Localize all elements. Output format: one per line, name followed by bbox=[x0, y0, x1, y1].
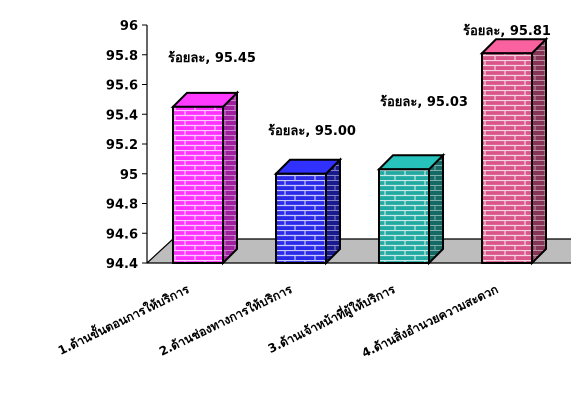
bar-front bbox=[378, 168, 430, 265]
category-labels: 1.ด้านขั้นตอนการให้บริการ2.ด้านช่องทางกา… bbox=[54, 279, 500, 360]
y-tick-label: 94.8 bbox=[106, 198, 138, 213]
bar-side bbox=[428, 152, 444, 266]
bar bbox=[376, 152, 446, 266]
data-label: ร้อยละ, 95.03 bbox=[380, 94, 468, 110]
bars bbox=[170, 36, 549, 266]
y-tick-label: 95.8 bbox=[106, 49, 138, 64]
y-tick-label: 95.6 bbox=[106, 79, 138, 94]
y-tick-label: 96 bbox=[120, 19, 138, 34]
bar-front bbox=[481, 52, 533, 265]
y-tick-label: 95 bbox=[120, 168, 138, 183]
bar bbox=[273, 157, 343, 266]
bar-front bbox=[172, 105, 224, 264]
y-tick-label: 94.4 bbox=[106, 257, 138, 272]
data-label: ร้อยละ, 95.45 bbox=[168, 50, 256, 66]
bar-side bbox=[531, 36, 547, 266]
bar-side bbox=[325, 157, 341, 266]
bar bbox=[170, 90, 240, 266]
data-label: ร้อยละ, 95.00 bbox=[268, 123, 356, 139]
y-tick-label: 95.4 bbox=[106, 108, 138, 123]
y-tick-label: 95.2 bbox=[106, 138, 138, 153]
data-labels: ร้อยละ, 95.45 ร้อยละ, 95.00 ร้อยละ, 95.03 ร… bbox=[168, 23, 551, 139]
bar-front bbox=[275, 172, 327, 264]
y-tick-label: 94.6 bbox=[106, 227, 138, 242]
y-axis: 96 95.8 95.6 95.4 95.2 95 94.8 94.6 94.4 bbox=[106, 19, 148, 272]
bar bbox=[479, 36, 549, 266]
data-label: ร้อยละ, 95.81 bbox=[463, 23, 551, 39]
bar-side bbox=[222, 90, 238, 266]
